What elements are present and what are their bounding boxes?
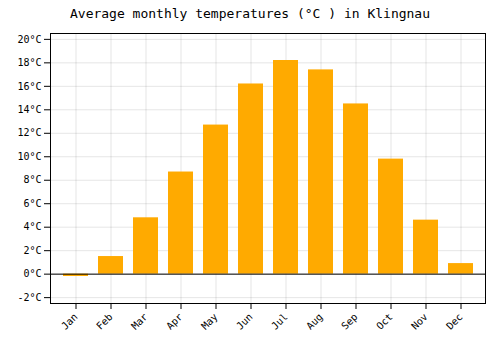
svg-text:Mar: Mar [129,311,150,332]
svg-text:Jul: Jul [269,311,290,332]
svg-text:20°C: 20°C [17,34,41,45]
html-text:Average monthly temperatures (: Average monthly temperatures (°C ) in Kl… [70,6,430,21]
svg-text:Aug: Aug [304,311,325,332]
svg-text:18°C: 18°C [17,57,41,68]
svg-text:14°C: 14°C [17,104,41,115]
svg-text:Jan: Jan [59,311,80,332]
svg-text:Jun: Jun [234,311,255,332]
svg-text:4°C: 4°C [23,221,41,232]
svg-text:10°C: 10°C [17,151,41,162]
svg-text:Sep: Sep [339,311,360,332]
svg-text:16°C: 16°C [17,81,41,92]
svg-text:Dec: Dec [444,311,465,332]
svg-text:0°C: 0°C [23,268,41,279]
svg-text:2°C: 2°C [23,245,41,256]
svg-text:Nov: Nov [409,311,430,332]
svg-text:-2°C: -2°C [17,292,41,303]
svg-text:6°C: 6°C [23,198,41,209]
svg-text:May: May [199,311,220,332]
svg-text:Oct: Oct [374,311,395,332]
svg-text:Apr: Apr [164,311,185,332]
svg-text:8°C: 8°C [23,174,41,185]
svg-text:Feb: Feb [94,311,115,332]
svg-text:12°C: 12°C [17,127,41,138]
